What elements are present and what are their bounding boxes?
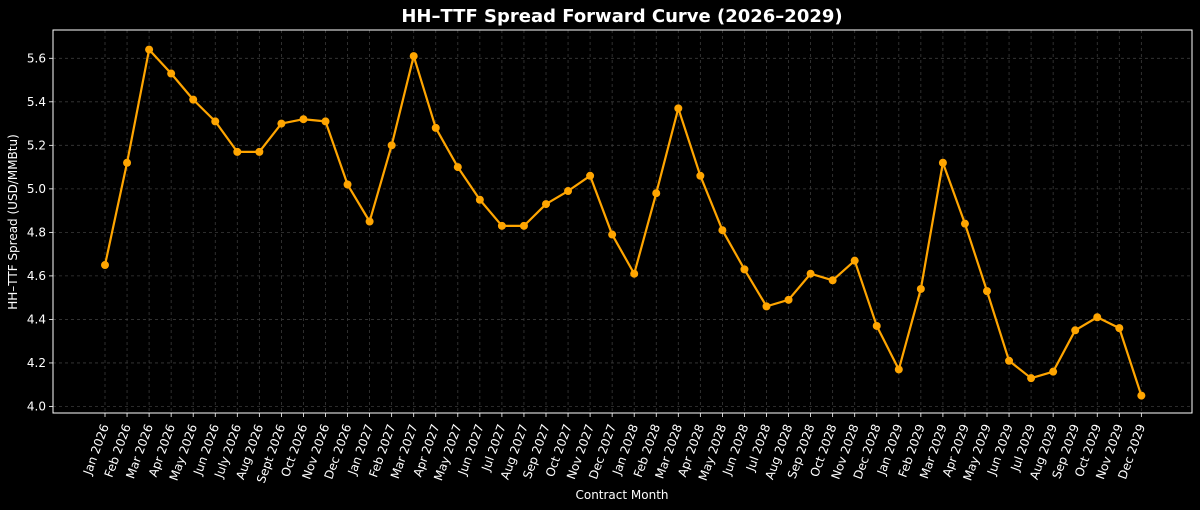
data-point [1071,326,1080,335]
y-tick-label: 5.2 [27,138,46,152]
y-tick-label: 4.4 [27,312,46,326]
data-point [630,269,639,278]
data-point [387,141,396,150]
chart-title: HH–TTF Spread Forward Curve (2026–2029) [401,6,842,27]
y-tick-label: 5.6 [27,51,46,65]
data-point [123,158,132,167]
data-point [519,221,528,230]
data-point [564,187,573,196]
y-axis: 4.0 4.2 4.4 4.6 4.8 5.0 5.2 5.4 5.6 [27,51,53,413]
data-point [233,147,242,156]
data-point [1027,374,1036,383]
data-point [409,52,418,61]
data-point [762,302,771,311]
series-line [103,48,1143,396]
data-point [586,171,595,180]
grid [53,30,1192,413]
plot-frame [52,29,1193,414]
data-point [365,217,374,226]
data-point [960,219,969,228]
data-point [145,45,154,54]
y-tick-label: 5.0 [27,182,46,196]
data-point [894,365,903,374]
data-point [608,230,617,239]
data-point [674,104,683,113]
data-point [497,221,506,230]
data-point [1005,356,1014,365]
data-point [652,189,661,198]
data-point [255,147,264,156]
data-point [938,158,947,167]
data-point [321,117,330,126]
data-point [167,69,176,78]
y-tick-label: 4.0 [27,399,46,413]
y-tick-label: 4.6 [27,269,46,283]
data-point [1115,324,1124,333]
data-point [453,163,462,172]
data-point [916,284,925,293]
x-axis-label: Contract Month [575,488,668,502]
data-point [1049,367,1058,376]
data-point [828,276,837,285]
data-point [1137,391,1146,400]
data-point [343,180,352,189]
data-point [696,171,705,180]
y-axis-label: HH–TTF Spread (USD/MMBtu) [6,134,20,310]
data-point [211,117,220,126]
data-point [718,226,727,235]
y-tick-label: 4.2 [27,356,46,370]
data-point [189,95,198,104]
data-point [277,119,286,128]
data-point [475,195,484,204]
data-point [1093,313,1102,322]
data-point [431,123,440,132]
data-point [872,321,881,330]
series-layer [101,45,1146,400]
data-point [299,115,308,124]
data-point [542,200,550,209]
data-point [806,269,815,278]
data-point [784,295,793,304]
data-point [983,287,991,296]
data-point [850,256,859,265]
data-point [101,261,109,270]
y-tick-label: 4.8 [27,225,46,239]
y-tick-label: 5.4 [27,95,46,109]
data-point [740,265,749,274]
